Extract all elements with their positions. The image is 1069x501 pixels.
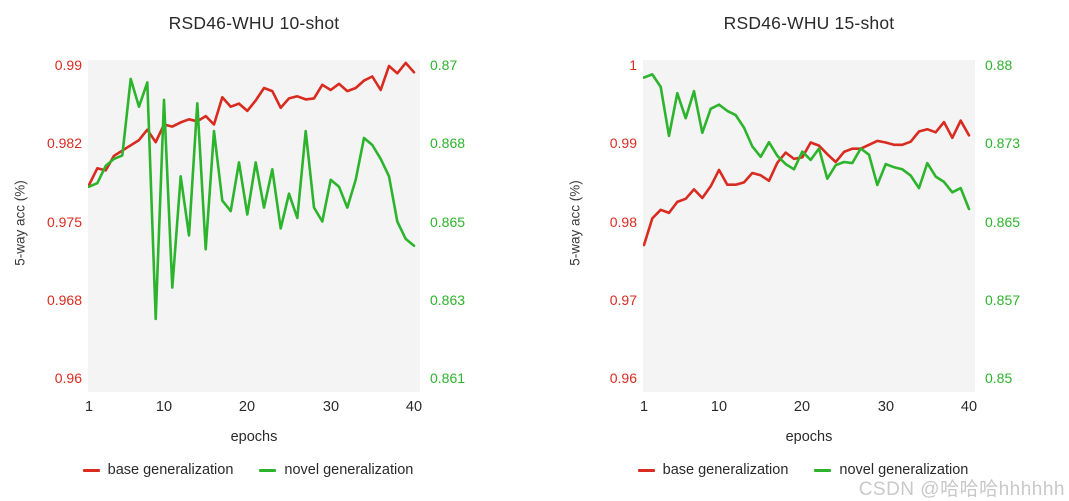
y-axis-title: 5-way acc (%) [567,180,583,266]
chart-title: RSD46-WHU 15-shot [723,13,895,33]
left-axis-tick: 0.982 [46,135,82,151]
csdn-watermark: CSDN @哈哈哈hhhhhh [858,479,1065,500]
left-axis-tick: 1 [629,57,637,73]
legend-item-novel[interactable]: novel generalization [259,462,413,478]
x-axis-tick: 10 [155,399,173,415]
x-axis-tick: 40 [405,399,423,415]
chart-title: RSD46-WHU 10-shot [168,13,340,33]
right-axis-tick: 0.873 [985,135,1021,151]
left-axis-tick: 0.968 [46,292,82,308]
plot-area [88,60,420,392]
legend: base generalization novel generalization [58,462,438,478]
legend-item-base[interactable]: base generalization [82,462,234,478]
legend: base generalization novel generalization [613,462,993,478]
left-axis-tick: 0.99 [54,57,82,73]
novel-generalization-line [88,77,416,321]
right-axis-tick: 0.85 [985,370,1013,386]
right-axis-tick: 0.863 [430,292,466,308]
x-axis-tick: 1 [84,399,94,415]
line-chart-svg [88,61,416,321]
chart-rsd46-whu-10-shot: RSD46-WHU 10-shot 5-way acc (%) 0.99 0.9… [0,0,534,501]
plot-area [643,60,975,392]
legend-item-novel[interactable]: novel generalization [814,462,968,478]
right-axis-tick: 0.868 [430,135,466,151]
right-axis-tick: 0.88 [985,57,1013,73]
legend-item-base[interactable]: base generalization [637,462,789,478]
right-axis-tick: 0.857 [985,292,1021,308]
y-axis-title: 5-way acc (%) [12,180,28,266]
x-axis-tick: 20 [793,399,811,415]
base-generalization-line [88,61,416,187]
base-line-swatch [637,468,655,472]
x-axis-tick: 10 [710,399,728,415]
line-chart-svg [643,73,971,247]
x-axis-tick: 30 [322,399,340,415]
x-axis-title: epochs [785,429,833,445]
legend-label-novel: novel generalization [284,462,414,478]
base-line-swatch [82,468,100,472]
x-axis-tick: 1 [639,399,649,415]
left-axis-tick: 0.96 [609,370,637,386]
right-axis-tick: 0.865 [985,214,1021,230]
novel-line-swatch [259,468,277,472]
legend-label-novel: novel generalization [839,462,969,478]
left-axis-tick: 0.97 [609,292,637,308]
x-axis-tick: 30 [877,399,895,415]
left-axis-tick: 0.99 [609,135,637,151]
legend-label-base: base generalization [107,462,234,478]
novel-line-swatch [814,468,832,472]
x-axis-title: epochs [230,429,278,445]
base-generalization-line [643,119,971,247]
legend-label-base: base generalization [662,462,789,478]
right-axis-tick: 0.861 [430,370,466,386]
x-axis-tick: 20 [238,399,256,415]
right-axis-tick: 0.865 [430,214,466,230]
chart-rsd46-whu-15-shot: RSD46-WHU 15-shot 5-way acc (%) 1 0.99 0… [555,0,1069,501]
x-axis-tick: 40 [960,399,978,415]
novel-generalization-line [643,73,971,211]
left-axis-tick: 0.96 [54,370,82,386]
right-axis-tick: 0.87 [430,57,458,73]
